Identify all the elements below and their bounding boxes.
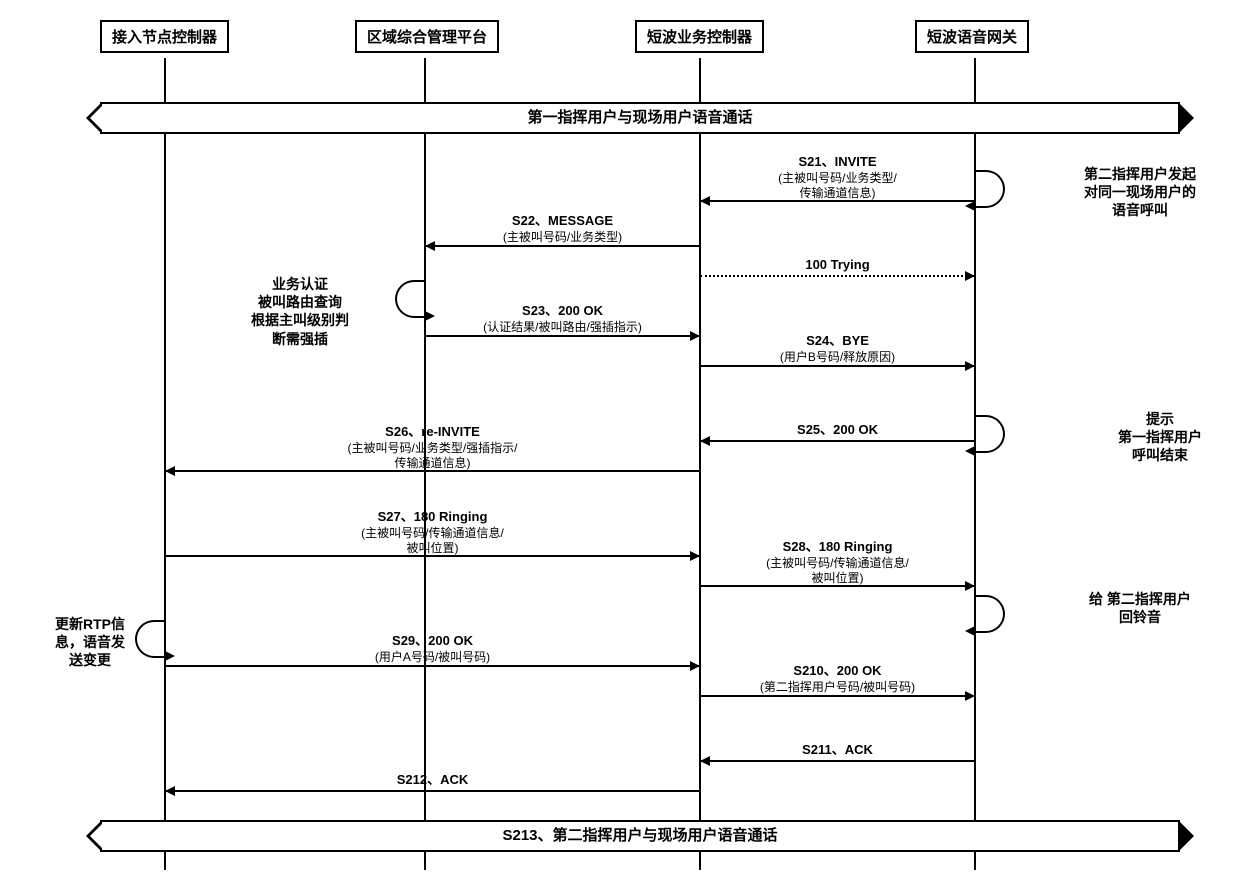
actor-region-platform: 区域综合管理平台 xyxy=(355,20,499,53)
actor-sw-controller: 短波业务控制器 xyxy=(635,20,764,53)
arrow-s212 xyxy=(165,790,700,792)
actor-sw-gateway: 短波语音网关 xyxy=(915,20,1029,53)
msg-s212: S212、ACK xyxy=(165,772,700,788)
selfloop-n1 xyxy=(975,170,1005,208)
msg-s29: S29、200 OK(用户A号码/被叫号码) xyxy=(165,633,700,664)
msg-s22: S22、MESSAGE(主被叫号码/业务类型) xyxy=(425,213,700,244)
arrow-s22 xyxy=(425,245,700,247)
msg-s26: S26、re-INVITE(主被叫号码/业务类型/强插指示/传输通道信息) xyxy=(165,424,700,471)
msg-s210: S210、200 OK(第二指挥用户号码/被叫号码) xyxy=(700,663,975,694)
msg-s27: S27、180 Ringing(主被叫号码/传输通道信息/被叫位置) xyxy=(165,509,700,556)
msg-s21: S21、INVITE(主被叫号码/业务类型/传输通道信息) xyxy=(700,154,975,201)
arrow-s25 xyxy=(700,440,975,442)
selfloop-n3 xyxy=(975,415,1005,453)
banner-top-text: 第一指挥用户与现场用户语音通话 xyxy=(527,109,752,126)
msg-s211: S211、ACK xyxy=(700,742,975,758)
arrow-s23 xyxy=(425,335,700,337)
arrow-trying xyxy=(700,275,975,277)
selfloop-n2 xyxy=(395,280,425,318)
banner-bottom-text: S213、第二指挥用户与现场用户语音通话 xyxy=(502,827,777,844)
selfloop-n5 xyxy=(975,595,1005,633)
banner-top: 第一指挥用户与现场用户语音通话 xyxy=(100,102,1180,134)
msg-s28: S28、180 Ringing(主被叫号码/传输通道信息/被叫位置) xyxy=(700,539,975,586)
arrow-s29 xyxy=(165,665,700,667)
banner-bottom: S213、第二指挥用户与现场用户语音通话 xyxy=(100,820,1180,852)
note-n4: 更新RTP信息，语音发送变更 xyxy=(10,615,170,670)
arrow-s211 xyxy=(700,760,975,762)
note-n5: 给 第二指挥用户回铃音 xyxy=(1060,590,1220,626)
arrow-s210 xyxy=(700,695,975,697)
msg-s23: S23、200 OK(认证结果/被叫路由/强插指示) xyxy=(425,303,700,334)
note-n2: 业务认证被叫路由查询根据主叫级别判断需强插 xyxy=(220,275,380,348)
msg-s24: S24、BYE(用户B号码/释放原因) xyxy=(700,333,975,364)
arrow-s24 xyxy=(700,365,975,367)
msg-trying: 100 Trying xyxy=(700,257,975,273)
note-n1: 第二指挥用户发起对同一现场用户的语音呼叫 xyxy=(1060,165,1220,220)
note-n3: 提示第一指挥用户呼叫结束 xyxy=(1080,410,1240,465)
msg-s25: S25、200 OK xyxy=(700,422,975,438)
actor-access-node: 接入节点控制器 xyxy=(100,20,229,53)
